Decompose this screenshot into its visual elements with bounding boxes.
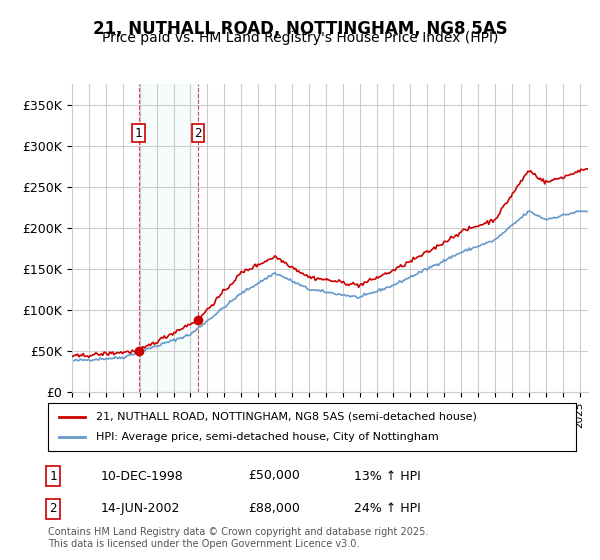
Text: 2: 2 [50,502,57,515]
Text: 21, NUTHALL ROAD, NOTTINGHAM, NG8 5AS (semi-detached house): 21, NUTHALL ROAD, NOTTINGHAM, NG8 5AS (s… [95,412,476,422]
Text: 1: 1 [135,127,142,140]
Text: 14-JUN-2002: 14-JUN-2002 [101,502,180,515]
Text: Price paid vs. HM Land Registry's House Price Index (HPI): Price paid vs. HM Land Registry's House … [102,31,498,45]
Text: £88,000: £88,000 [248,502,301,515]
Text: 10-DEC-1998: 10-DEC-1998 [101,469,184,483]
Text: HPI: Average price, semi-detached house, City of Nottingham: HPI: Average price, semi-detached house,… [95,432,438,442]
Text: 1: 1 [50,469,57,483]
Text: 24% ↑ HPI: 24% ↑ HPI [354,502,421,515]
Text: £50,000: £50,000 [248,469,301,483]
Bar [139,84,198,392]
Text: Contains HM Land Registry data © Crown copyright and database right 2025.
This d: Contains HM Land Registry data © Crown c… [48,527,428,549]
Text: 2: 2 [194,127,202,140]
Text: 21, NUTHALL ROAD, NOTTINGHAM, NG8 5AS: 21, NUTHALL ROAD, NOTTINGHAM, NG8 5AS [92,20,508,38]
Text: 13% ↑ HPI: 13% ↑ HPI [354,469,421,483]
